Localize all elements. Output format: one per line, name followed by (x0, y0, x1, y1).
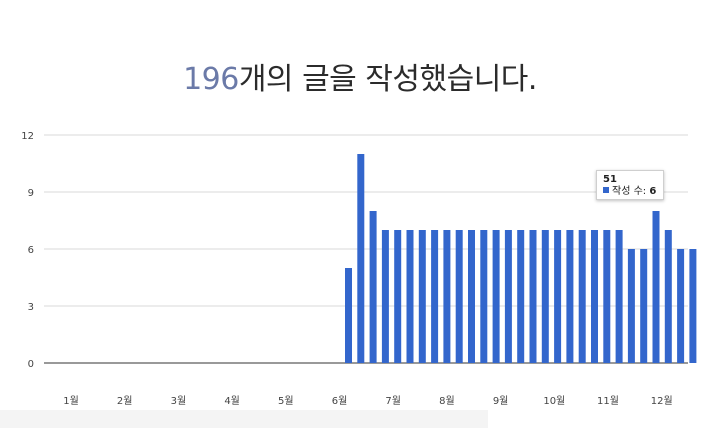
bar (627, 249, 635, 363)
tooltip-swatch-icon (603, 187, 609, 193)
chart-tooltip: 51 작성 수: 6 (596, 170, 664, 200)
x-tick-label: 12월 (651, 395, 673, 407)
y-tick-label: 6 (28, 245, 34, 256)
bar (480, 230, 488, 363)
bar (455, 230, 463, 363)
y-tick-label: 3 (28, 302, 34, 313)
bar (615, 230, 623, 363)
bar (603, 230, 611, 363)
page-headline: 196개의 글을 작성했습니다. (0, 54, 720, 98)
x-tick-label: 4월 (224, 395, 240, 407)
y-tick-label: 0 (28, 359, 34, 370)
bar (357, 154, 365, 363)
bar (468, 230, 475, 363)
bar (578, 230, 586, 363)
bar (394, 230, 402, 363)
bar (369, 211, 377, 363)
post-count: 196 (183, 62, 239, 97)
x-tick-label: 10월 (543, 395, 565, 407)
bar (689, 249, 697, 363)
headline-text: 개의 글을 작성했습니다. (238, 62, 538, 97)
x-tick-label: 5월 (278, 395, 294, 407)
tooltip-title: 51 (603, 174, 617, 185)
tooltip-row: 작성 수: 6 (603, 186, 657, 198)
bar (492, 230, 500, 363)
bar (418, 230, 426, 363)
bar (640, 249, 648, 363)
bar (591, 230, 598, 363)
bar (541, 230, 549, 363)
y-tick-label: 9 (28, 188, 34, 199)
x-tick-label: 3월 (171, 395, 187, 407)
bar (529, 230, 537, 363)
x-tick-label: 1월 (63, 395, 79, 407)
x-tick-label: 6월 (332, 395, 348, 407)
x-tick-label: 8월 (439, 395, 455, 407)
tooltip-value: 6 (649, 186, 657, 197)
x-tick-label: 2월 (117, 395, 133, 407)
bar (517, 230, 525, 363)
x-tick-label: 9월 (493, 395, 509, 407)
bar (406, 230, 414, 363)
bottom-strip (0, 410, 488, 428)
bar (443, 230, 451, 363)
tooltip-label: 작성 수: (612, 186, 647, 197)
y-tick-label: 12 (21, 131, 34, 142)
bar (345, 268, 352, 363)
bar (504, 230, 512, 363)
bar (566, 230, 574, 363)
bar (431, 230, 439, 363)
bar (664, 230, 672, 363)
bar (554, 230, 562, 363)
bar (677, 249, 685, 363)
x-tick-label: 7월 (385, 395, 401, 407)
bar (652, 211, 660, 363)
bar (381, 230, 389, 363)
x-tick-label: 11월 (597, 395, 619, 407)
